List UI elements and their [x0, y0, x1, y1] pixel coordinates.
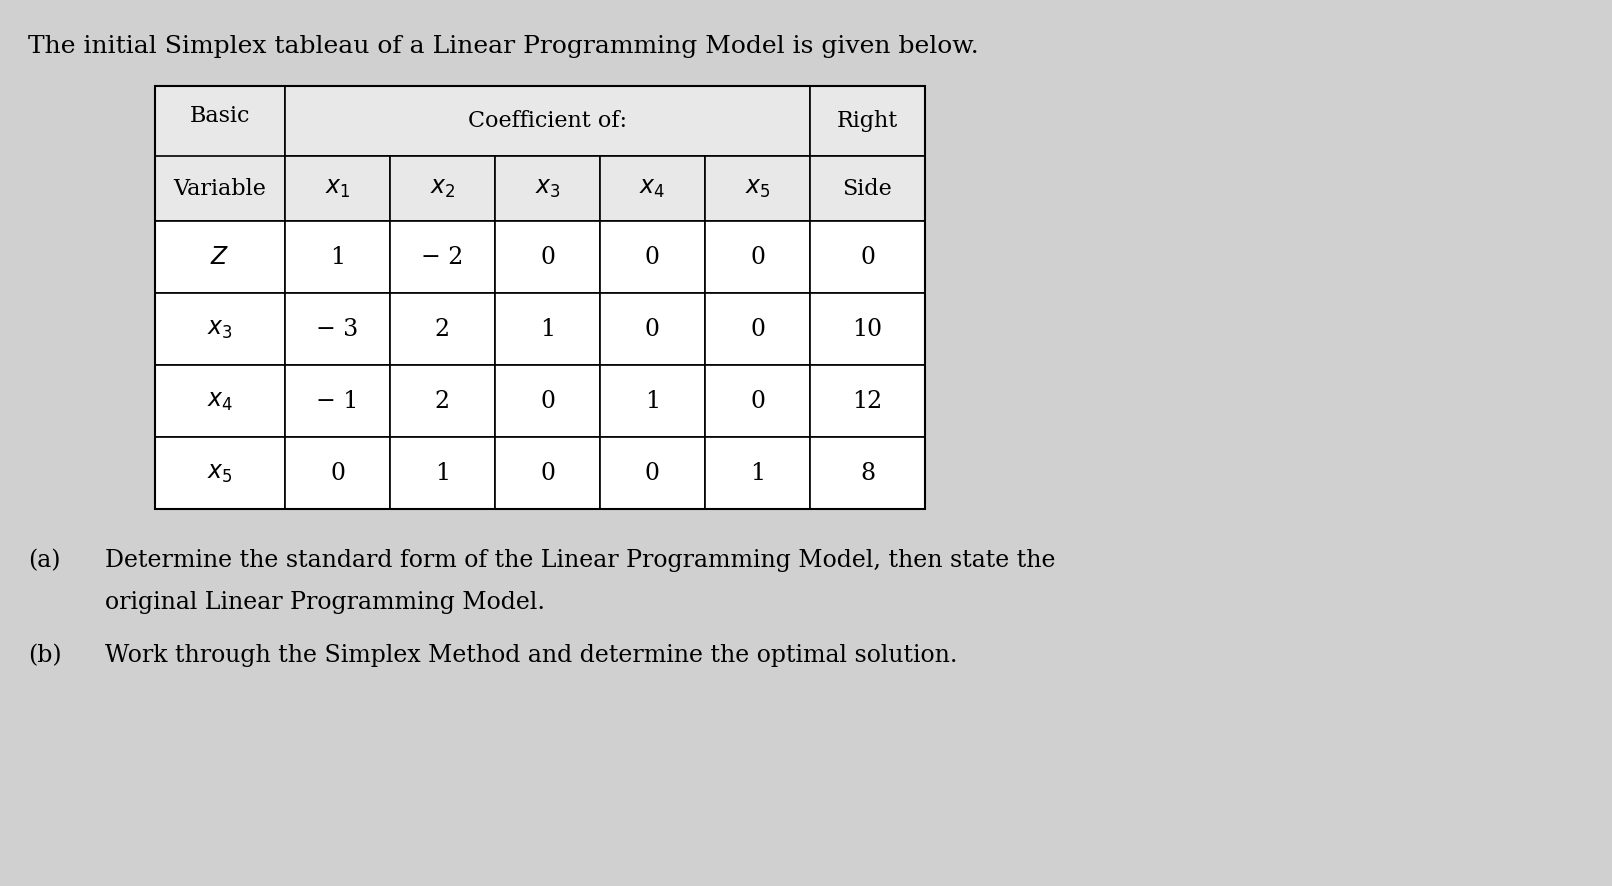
Text: Determine the standard form of the Linear Programming Model, then state the: Determine the standard form of the Linea…: [105, 549, 1056, 572]
Bar: [809, 365, 925, 437]
Bar: [495, 156, 600, 221]
Text: 12: 12: [853, 390, 883, 413]
Bar: [600, 437, 704, 509]
Text: 0: 0: [540, 462, 555, 485]
Text: 1: 1: [645, 390, 659, 413]
Text: (b): (b): [27, 644, 61, 667]
Bar: [155, 365, 285, 437]
Text: 0: 0: [750, 390, 766, 413]
Text: 0: 0: [540, 245, 555, 268]
Bar: [704, 437, 809, 509]
Text: − 2: − 2: [421, 245, 464, 268]
Text: $Z$: $Z$: [211, 245, 229, 268]
Text: $x_3$: $x_3$: [535, 177, 561, 200]
Text: Variable: Variable: [174, 177, 266, 199]
Text: 0: 0: [645, 317, 659, 340]
Text: Side: Side: [843, 177, 893, 199]
Text: Basic: Basic: [190, 105, 250, 127]
Text: $x_4$: $x_4$: [640, 177, 666, 200]
Text: 0: 0: [859, 245, 875, 268]
Text: 1: 1: [750, 462, 766, 485]
Bar: [704, 156, 809, 221]
Bar: [704, 221, 809, 293]
Bar: [809, 86, 925, 156]
Bar: [155, 221, 285, 293]
Bar: [390, 365, 495, 437]
Text: 1: 1: [435, 462, 450, 485]
Bar: [155, 86, 925, 509]
Bar: [285, 365, 390, 437]
Bar: [285, 86, 809, 156]
Text: Work through the Simplex Method and determine the optimal solution.: Work through the Simplex Method and dete…: [105, 644, 958, 667]
Text: 1: 1: [540, 317, 555, 340]
Bar: [155, 156, 285, 221]
Text: $x_5$: $x_5$: [208, 462, 232, 485]
Text: $x_4$: $x_4$: [206, 390, 234, 413]
Bar: [704, 293, 809, 365]
Bar: [809, 156, 925, 221]
Text: 0: 0: [750, 317, 766, 340]
Bar: [809, 221, 925, 293]
Text: original Linear Programming Model.: original Linear Programming Model.: [105, 591, 545, 614]
Bar: [390, 156, 495, 221]
Bar: [809, 293, 925, 365]
Bar: [390, 437, 495, 509]
Text: Right: Right: [837, 110, 898, 132]
Bar: [809, 437, 925, 509]
Text: − 3: − 3: [316, 317, 358, 340]
Bar: [495, 293, 600, 365]
Text: $x_3$: $x_3$: [208, 317, 232, 340]
Text: 0: 0: [750, 245, 766, 268]
Text: $x_5$: $x_5$: [745, 177, 771, 200]
Text: 2: 2: [435, 390, 450, 413]
Text: 0: 0: [540, 390, 555, 413]
Bar: [155, 437, 285, 509]
Bar: [285, 221, 390, 293]
Bar: [495, 437, 600, 509]
Bar: [495, 221, 600, 293]
Bar: [600, 293, 704, 365]
Text: 2: 2: [435, 317, 450, 340]
Bar: [600, 365, 704, 437]
Bar: [155, 86, 285, 221]
Text: The initial Simplex tableau of a Linear Programming Model is given below.: The initial Simplex tableau of a Linear …: [27, 35, 978, 58]
Bar: [285, 293, 390, 365]
Bar: [285, 156, 390, 221]
Text: 8: 8: [859, 462, 875, 485]
Text: 1: 1: [330, 245, 345, 268]
Bar: [155, 293, 285, 365]
Text: (a): (a): [27, 549, 61, 572]
Text: 0: 0: [330, 462, 345, 485]
Text: 0: 0: [645, 462, 659, 485]
Text: $x_2$: $x_2$: [430, 177, 455, 200]
Bar: [600, 156, 704, 221]
Text: $x_1$: $x_1$: [324, 177, 350, 200]
Text: 0: 0: [645, 245, 659, 268]
Bar: [390, 221, 495, 293]
Bar: [285, 437, 390, 509]
Bar: [390, 293, 495, 365]
Text: 10: 10: [853, 317, 882, 340]
Text: − 1: − 1: [316, 390, 359, 413]
Text: Coefficient of:: Coefficient of:: [467, 110, 627, 132]
Bar: [600, 221, 704, 293]
Bar: [704, 365, 809, 437]
Bar: [495, 365, 600, 437]
